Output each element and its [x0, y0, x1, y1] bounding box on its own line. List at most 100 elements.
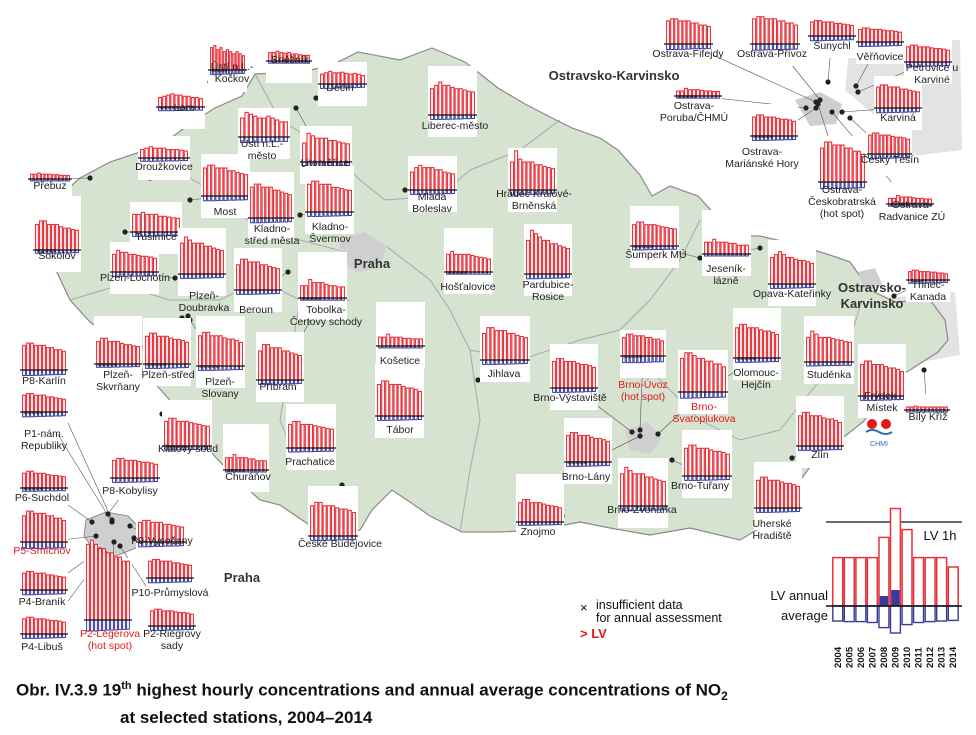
bar-hourly-ostrava-privoz-2 — [760, 16, 765, 45]
bar-hourly-tabor-5 — [397, 383, 402, 417]
bar-hourly-prachatice-0 — [288, 423, 293, 449]
bar-hourly-p5-smichov-2 — [30, 510, 34, 543]
bar-hourly-prebuz-3 — [40, 173, 45, 180]
bar-annual-jihlava-0 — [482, 359, 487, 365]
bar-hourly-jihlava-10 — [523, 337, 528, 361]
caption-superscript: th — [121, 680, 132, 692]
station-label-line: Třinec- — [912, 279, 945, 291]
bar-hourly-pardubice-10 — [566, 247, 570, 275]
bar-hourly-brno-lany-2 — [574, 432, 578, 463]
station-label-pardubice: Pardubice-Rosice — [523, 279, 574, 303]
bar-hourly-verovice-7 — [886, 30, 890, 43]
station-label-kockov: Ústí n.L.-Kočkov — [211, 60, 254, 85]
bar-hourly-p6-suchdol-10 — [62, 476, 66, 489]
station-chart-lom: × × × × × — [156, 88, 205, 129]
station-label-p1-republiky: P1-nám. Republiky — [21, 428, 68, 452]
bar-hourly-p2-legerova-1 — [90, 539, 94, 621]
bar-hourly-p10-prumyslova-4 — [164, 560, 168, 579]
bar-hourly-brno-lany-1 — [570, 432, 574, 463]
cross-mark-tobolka-2: × — [309, 296, 313, 303]
bar-hourly-kladno-svermov-7 — [335, 186, 340, 213]
bar-hourly-ostrava-ceskobratrska-5 — [840, 144, 845, 183]
legend-bar-annual-7 — [912, 605, 925, 624]
bar-hourly-pardubice-1 — [530, 229, 534, 275]
bar-hourly-pardubice-9 — [562, 246, 566, 275]
bar-hourly-ostrava-fifejdy-3 — [678, 20, 683, 45]
station-dot-ostrava-poruba — [803, 105, 809, 111]
bar-hourly-hostalovice-10 — [486, 258, 491, 273]
bar-hourly-usti-mesto-6 — [266, 115, 271, 138]
bar-hourly-liberec-6 — [454, 88, 459, 116]
bar-hourly-brno-vystaviste-9 — [588, 365, 592, 389]
bar-hourly-brno-turany-1 — [688, 444, 693, 477]
station-label-zlin: Zlín — [811, 449, 829, 461]
legend-bar-annual-4 — [878, 605, 890, 629]
station-label-ostrava-ceskobratrska: Ostrava-Českobratrská (hot spot) — [808, 184, 876, 220]
bar-hourly-petrovice-6 — [930, 47, 934, 63]
bar-hourly-plzen-doubravka-7 — [208, 245, 212, 275]
bar-hourly-plzen-lochotin-9 — [148, 256, 153, 273]
bar-hourly-jihlava-3 — [494, 330, 499, 361]
station-chart-p10-prumyslova — [146, 552, 194, 600]
bar-hourly-mlada-boleslav-3 — [422, 167, 427, 191]
bar-hourly-sumperk-4 — [648, 224, 653, 247]
station-chart-p8-karlin — [20, 336, 68, 392]
cross-mark-p1-republiky-0: × — [23, 410, 27, 417]
cross-mark-olomouc-4: × — [752, 356, 756, 363]
bar-hourly-opava-5 — [790, 256, 794, 285]
bar-annual-uherske-4 — [772, 507, 776, 513]
station-label-brno-lany: Brno-Lány — [562, 471, 611, 483]
bar-hourly-p10-prumyslova-7 — [176, 562, 180, 579]
bar-hourly-studenka-6 — [831, 338, 836, 363]
bar-hourly-brno-uvoz-2 — [629, 333, 634, 357]
bar-hourly-ostrava-ceskobratrska-1 — [824, 141, 829, 183]
bar-hourly-drouzkovice-3 — [153, 147, 158, 159]
station-chart-jihlava — [480, 316, 530, 382]
bar-annual-liberec-5 — [450, 114, 455, 120]
station-chart-brno-turany — [682, 430, 732, 498]
bar-hourly-hradec-0 — [510, 161, 515, 191]
station-chart-brno-uvoz: × × × × × — [620, 330, 666, 378]
station-chart-p6-suchdol: × × × × × — [20, 456, 68, 510]
bar-annual-uherske-1 — [760, 507, 764, 513]
station-label-litomerice: Litoměřice — [301, 157, 350, 169]
bar-hourly-plzen-slovany-6 — [222, 337, 227, 367]
station-label-line: Místek — [867, 402, 899, 414]
cross-mark-brno-uvoz-2: × — [631, 354, 635, 361]
station-label-line: Boleslav — [412, 203, 452, 215]
station-label-line: Znojmo — [520, 526, 555, 538]
station-chart-p1-republiky: × × × × × — [20, 386, 68, 434]
bar-annual-verovice-3 — [870, 41, 874, 47]
bar-hourly-uherske-4 — [772, 479, 776, 509]
bar-hourly-brno-vystaviste-6 — [576, 362, 580, 389]
bar-annual-tabor-5 — [397, 415, 402, 421]
station-label-line: Republiky — [21, 440, 68, 452]
bar-hourly-sokolov-3 — [47, 223, 51, 251]
station-label-line: P9-Vysočany — [131, 535, 193, 547]
bar-hourly-jesenik-7 — [732, 242, 737, 255]
bar-hourly-most-9 — [239, 173, 244, 197]
bar-annual-p10-prumyslova-7 — [176, 577, 180, 583]
station-label-p5-smichov: P5-Smíchov — [13, 545, 71, 557]
bar-hourly-tabor-6 — [401, 386, 406, 417]
bar-hourly-ostrava-poruba-6 — [700, 89, 704, 97]
station-dot-p9-vysocany — [127, 523, 133, 529]
bar-hourly-sokolov-9 — [71, 229, 75, 251]
bar-annual-p4-branik-6 — [46, 589, 50, 595]
bar-hourly-sumperk-10 — [672, 228, 677, 247]
station-chart-beroun — [234, 248, 282, 312]
station-label-line: České Budějovice — [298, 537, 382, 550]
bar-hourly-ostrava-ceskobratrska-7 — [848, 147, 853, 183]
bar-hourly-petrovice-5 — [926, 46, 930, 63]
cross-mark-ostrava-marianske-1: × — [757, 134, 761, 141]
bar-hourly-plzen-slovany-8 — [230, 338, 235, 367]
station-label-line: Poruba/ČHMÚ — [660, 111, 728, 124]
bar-hourly-kladno-stred-3 — [261, 186, 266, 219]
bar-hourly-uherske-9 — [792, 484, 796, 509]
bar-annual-kladno-svermov-0 — [307, 211, 312, 217]
bar-hourly-verovice-4 — [874, 28, 878, 43]
bar-hourly-kosetice-8 — [410, 338, 415, 347]
region-boundary-7 — [459, 349, 481, 533]
cross-mark-p1-republiky-3: × — [35, 410, 39, 417]
cross-mark-ostrava-radvanice-2: × — [897, 202, 901, 209]
